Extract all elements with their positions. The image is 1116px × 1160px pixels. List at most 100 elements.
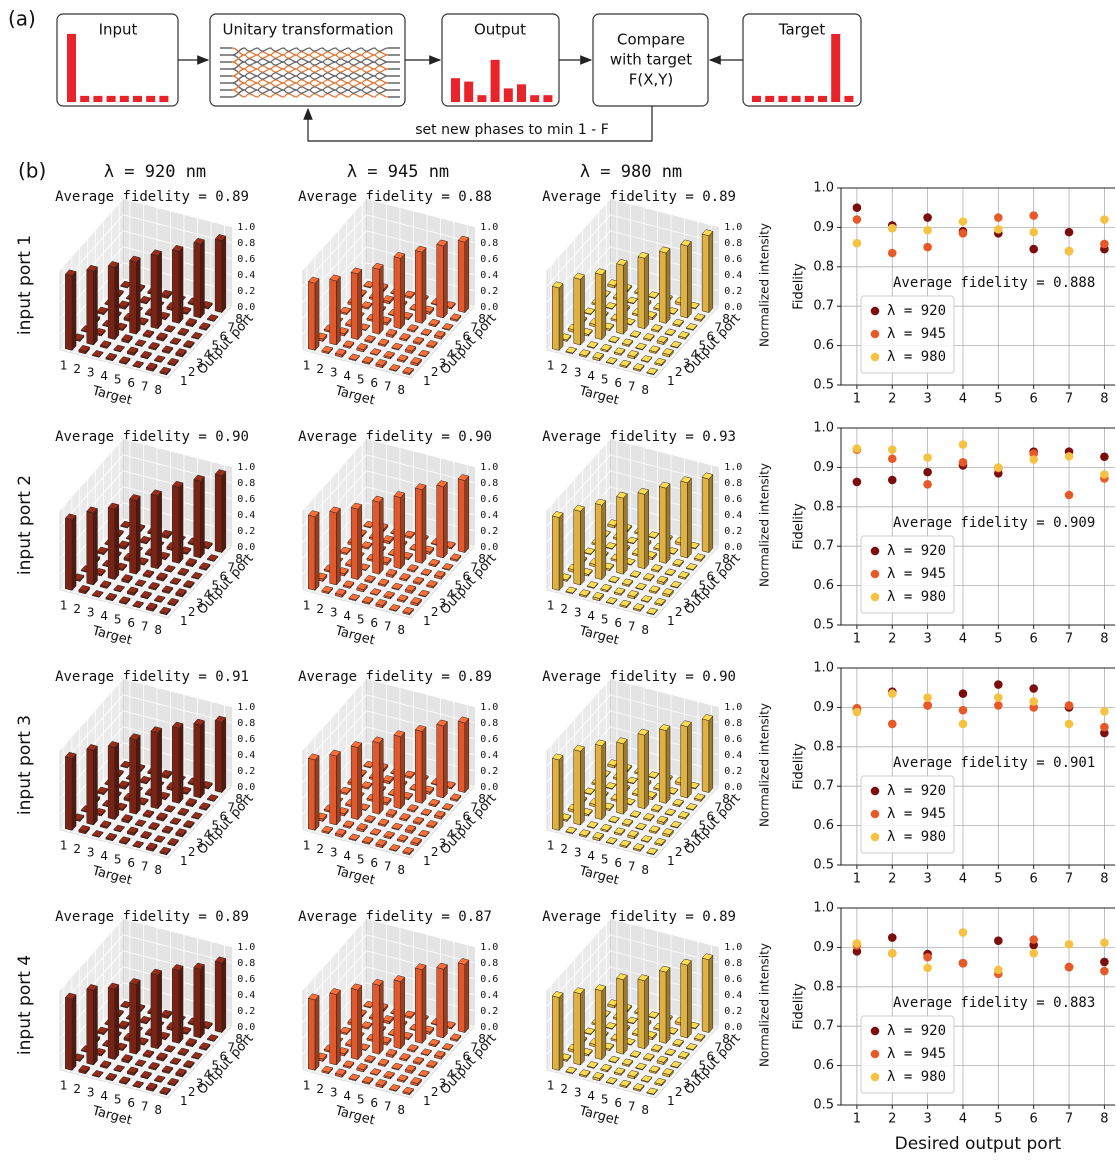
bar-face <box>372 983 380 1055</box>
z-tick-label: 0.4 <box>480 990 498 1001</box>
z-tick-label: 0.2 <box>724 286 742 297</box>
bar-face <box>383 350 395 358</box>
y-tick-label: 8 <box>235 792 243 806</box>
bar-face <box>426 340 438 347</box>
y-tick-label: 1 <box>667 854 675 868</box>
x-axis-label: Desired output port <box>895 1134 1062 1154</box>
legend-marker <box>870 1049 880 1059</box>
x-tick-label: 6 <box>370 376 378 390</box>
bar-face <box>619 839 632 847</box>
y-tick-label: 2 <box>431 365 439 379</box>
y-tick-label: 1 <box>180 1094 188 1108</box>
bar-face <box>578 349 591 357</box>
bar-face <box>643 813 655 820</box>
bar-face <box>608 575 620 583</box>
point <box>852 444 862 453</box>
bar-face <box>594 739 607 747</box>
x-tick-label: 7 <box>1065 632 1073 647</box>
bar-face <box>157 490 162 570</box>
bar-face <box>96 786 109 794</box>
bar-face <box>551 281 564 289</box>
bar-face <box>329 506 341 514</box>
bar-face <box>664 808 677 816</box>
bar-face <box>383 830 395 838</box>
bar-face <box>357 984 363 1061</box>
node-label: F(X,Y) <box>629 71 674 89</box>
bar-face <box>375 839 388 846</box>
y-tick-label: 2 <box>431 605 439 619</box>
mini-bar <box>477 95 487 102</box>
bar-face <box>375 359 388 366</box>
legend-marker <box>870 329 880 339</box>
bar-face <box>613 587 626 595</box>
bar-face <box>150 726 163 734</box>
y-tick-label: 6 <box>219 1050 227 1064</box>
bar-face <box>654 357 666 365</box>
bar-face <box>659 970 667 1044</box>
point <box>852 215 862 224</box>
bar-face <box>412 1056 425 1064</box>
bar-face <box>171 964 184 971</box>
bar-face <box>654 1077 666 1085</box>
bar-face <box>161 1065 174 1073</box>
x-tick-label: 3 <box>87 365 95 379</box>
bar-face <box>308 757 316 831</box>
y-tick-label: 4 <box>204 1067 212 1081</box>
bar-face <box>172 485 180 564</box>
z-tick-label: 0.8 <box>724 238 742 249</box>
bar-face <box>64 513 77 521</box>
bar-face <box>200 239 205 319</box>
bar-face <box>640 835 653 842</box>
bar-face <box>412 576 425 584</box>
bar-face <box>308 514 316 591</box>
bar-face <box>647 771 660 779</box>
bar-face <box>662 828 674 835</box>
bar-face <box>457 962 466 1033</box>
y-tick-label: 1 <box>423 374 431 388</box>
x-tick-label: 5 <box>357 852 365 866</box>
x-tick-label: 8 <box>154 623 162 637</box>
mini-bar <box>818 95 827 102</box>
bar-face <box>193 479 201 559</box>
bar-face <box>160 1009 173 1017</box>
bar-face <box>552 757 560 831</box>
bar-face <box>153 1075 166 1082</box>
bar-face <box>379 980 384 1055</box>
x-tick-label: 7 <box>628 619 636 633</box>
row-header: input port 2 <box>15 475 35 575</box>
point <box>923 467 932 477</box>
bar-face <box>140 590 152 598</box>
bar-face <box>357 742 363 821</box>
bar-face <box>214 715 227 723</box>
z-tick-label: 1.0 <box>480 462 498 473</box>
bar-face <box>321 345 334 353</box>
bar-face <box>399 333 411 340</box>
point <box>958 928 968 937</box>
x-tick-label: 2 <box>560 362 568 376</box>
bar-face <box>393 491 406 498</box>
point <box>1064 246 1074 256</box>
compare-box <box>592 13 709 107</box>
point <box>1100 728 1109 738</box>
point <box>923 453 932 462</box>
bar-face <box>406 324 419 331</box>
z-tick-label: 1.0 <box>237 462 255 473</box>
bar-face <box>457 716 470 724</box>
y-tick-label: 8 <box>722 552 730 566</box>
bar-face <box>361 596 374 604</box>
bar-face <box>410 597 422 604</box>
z-tick-label: 0.8 <box>480 718 498 729</box>
legend-label: λ = 980 <box>887 349 946 365</box>
y-tick-label: 1.0 <box>813 661 834 676</box>
panel-label: (a) <box>8 7 36 31</box>
legend-box <box>860 535 955 614</box>
y-tick-label: 3 <box>196 356 204 370</box>
bar-face <box>464 717 470 794</box>
column-header: λ = 945 nm <box>347 162 449 182</box>
bar-face <box>175 588 187 595</box>
y-tick-label: 3 <box>683 596 691 610</box>
y-axis-label: Fidelity <box>792 743 807 790</box>
y-tick-label: 0.8 <box>813 739 834 754</box>
bar-face <box>441 803 454 810</box>
bar-face <box>134 819 147 827</box>
